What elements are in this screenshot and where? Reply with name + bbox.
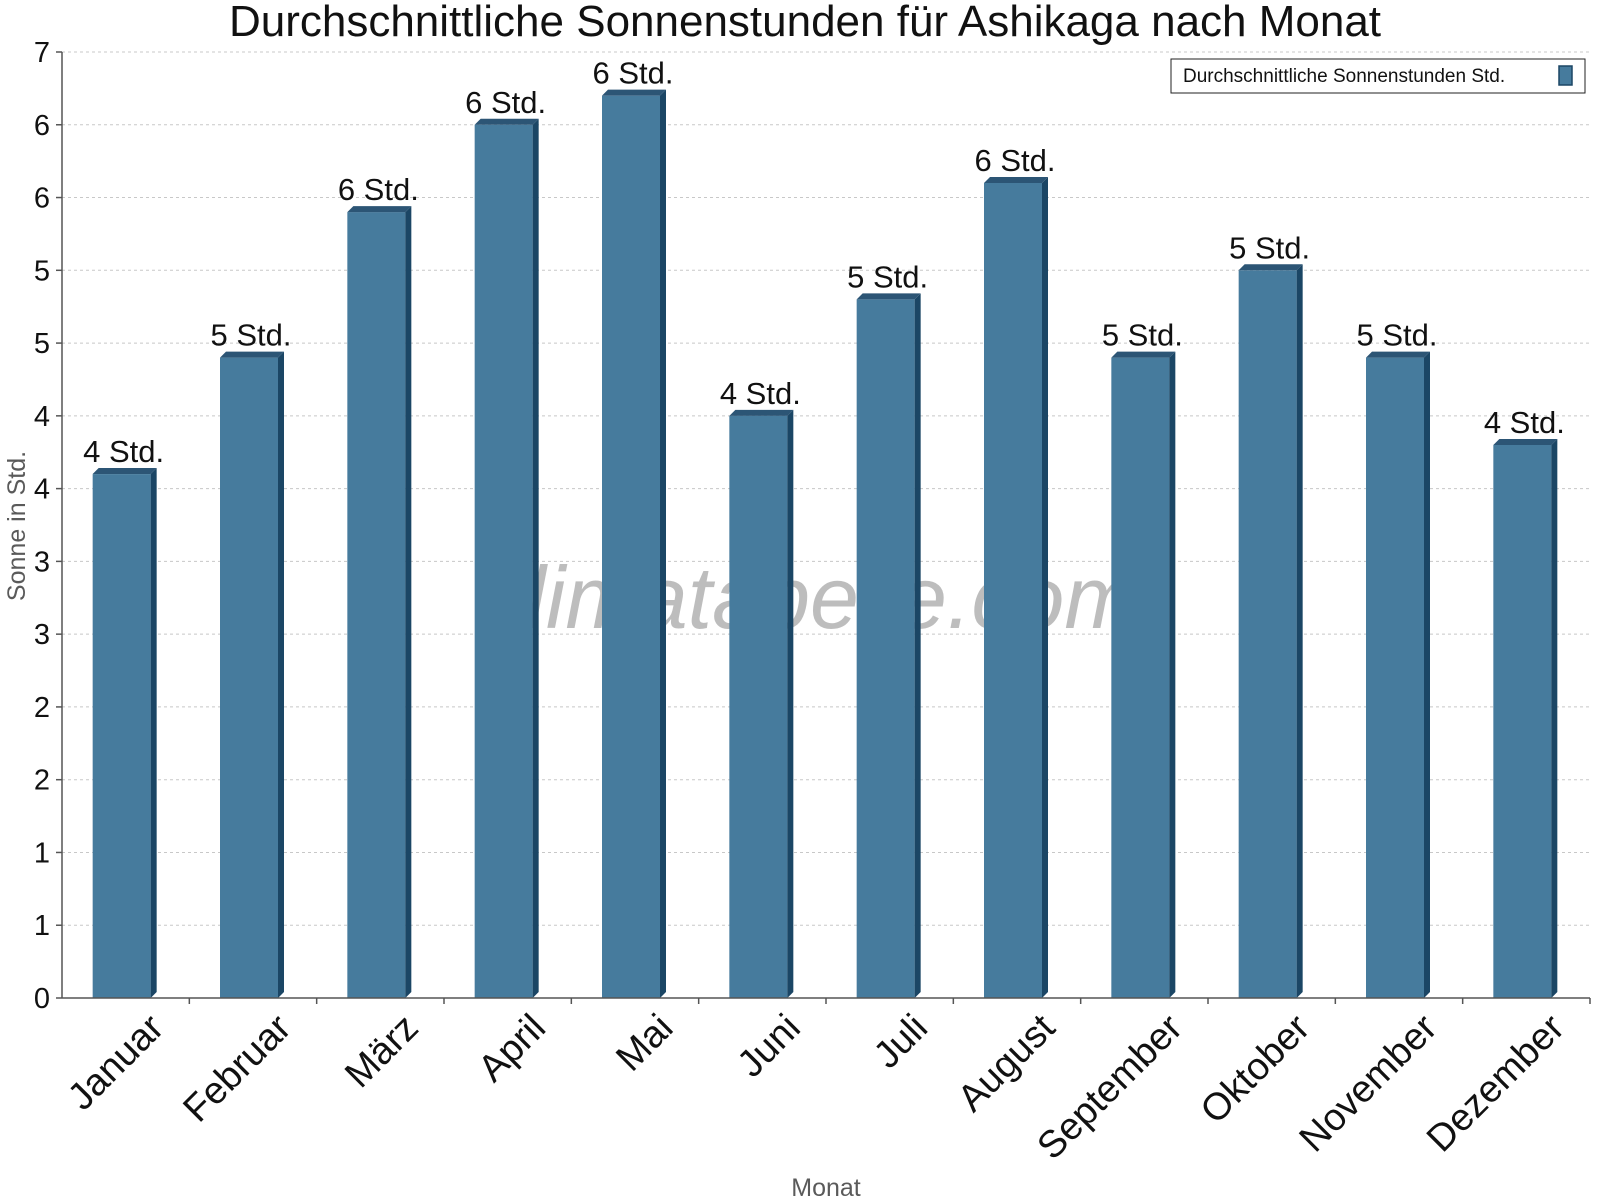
axes: [61, 52, 1590, 999]
bar-face: [729, 415, 788, 998]
bar-top: [856, 293, 921, 300]
bar-top: [984, 176, 1048, 183]
x-tick-label: Februar: [176, 1006, 300, 1130]
data-label: 5 Std.: [211, 318, 292, 353]
y-tick-label: 6: [34, 183, 50, 215]
y-tick-label: 1: [34, 837, 50, 869]
chart-title: Durchschnittliche Sonnenstunden für Ashi…: [229, 0, 1381, 46]
data-labels: 4 Std. 5 Std. 6 Std. 6 Std. 6 Std. 4 Std. 5 St…: [83, 56, 1565, 469]
x-tick-label: August: [950, 1006, 1064, 1120]
x-tick-label: November: [1292, 1006, 1446, 1160]
data-label: 6 Std.: [338, 172, 419, 207]
bar-side: [1296, 264, 1303, 998]
y-tick-label: 7: [34, 37, 50, 69]
y-tick-label: 0: [34, 983, 50, 1015]
bar-top: [1366, 351, 1430, 358]
legend-label: Durchschnittliche Sonnenstunden Std.: [1183, 66, 1505, 87]
y-tick-label: 2: [34, 692, 50, 724]
x-tick-label: Mai: [608, 1007, 681, 1080]
bar-side: [1169, 351, 1176, 999]
bar: [856, 293, 921, 998]
y-tick-label: 3: [34, 546, 50, 578]
bar-face: [1493, 444, 1552, 998]
bar-face: [602, 95, 660, 998]
y-tick-label: 2: [34, 765, 50, 797]
bar-side: [1042, 176, 1048, 998]
bar: [984, 176, 1048, 998]
bar: [602, 89, 666, 998]
bar: [1238, 264, 1303, 998]
bar-face: [1366, 357, 1424, 999]
x-tick-label: März: [337, 1007, 426, 1096]
bar-face: [92, 474, 151, 998]
x-tick-label: April: [471, 1007, 554, 1090]
bar: [92, 468, 157, 998]
x-tick-label: Oktober: [1193, 1006, 1319, 1132]
y-tick-label: 3: [34, 619, 50, 651]
bar: [1111, 351, 1176, 999]
data-label: 6 Std.: [465, 85, 546, 120]
bars: [92, 89, 1558, 999]
bar: [474, 118, 539, 999]
x-axis-ticks: Januar Februar März April Mai Juni Juli AugustS…: [60, 998, 1591, 1168]
bar-face: [856, 299, 915, 998]
bar-face: [1238, 270, 1297, 998]
bar-side: [787, 409, 794, 998]
y-tick-label: 1: [34, 910, 50, 942]
data-label: 4 Std.: [720, 376, 801, 411]
bar-face: [347, 212, 406, 999]
y-tick-label: 5: [34, 328, 50, 360]
bar-top: [220, 351, 284, 358]
bar-face: [220, 357, 278, 999]
bar: [729, 409, 794, 998]
bar-top: [729, 409, 794, 416]
bar-side: [1551, 438, 1558, 998]
bar-side: [660, 89, 666, 998]
bar-face: [984, 182, 1042, 998]
data-label: 6 Std.: [975, 143, 1056, 178]
bar-top: [347, 206, 412, 213]
bar-top: [1238, 264, 1303, 271]
y-axis-label: Sonne in Std.: [3, 451, 31, 601]
y-tick-label: 4: [34, 474, 50, 506]
x-tick-label: Juni: [730, 1007, 809, 1086]
bar-top: [602, 89, 666, 96]
x-tick-label: Dezember: [1419, 1006, 1573, 1160]
y-tick-label: 4: [34, 401, 50, 433]
bar-top: [1111, 351, 1176, 358]
bar-face: [1111, 357, 1170, 999]
bar-side: [150, 468, 157, 998]
data-label: 4 Std.: [1484, 405, 1565, 440]
legend-swatch: [1558, 65, 1573, 86]
data-label: 5 Std.: [1229, 230, 1310, 265]
data-label: 5 Std.: [847, 259, 928, 294]
data-label: 4 Std.: [83, 434, 164, 469]
bar: [1493, 438, 1558, 998]
bar-side: [278, 351, 284, 999]
y-tick-label: 5: [34, 255, 50, 287]
bar: [220, 351, 284, 999]
data-label: 6 Std.: [593, 56, 674, 91]
bar-top: [474, 118, 539, 125]
bar-top: [92, 468, 157, 475]
grid-lines: [62, 51, 1590, 926]
y-axis-ticks: 0 1 1 2 2 3 3 4 4 5 5 6 6 7: [34, 37, 62, 1015]
legend-box: [1170, 58, 1586, 94]
y-tick-label: 6: [34, 110, 50, 142]
x-axis-label: Monat: [791, 1174, 861, 1200]
x-tick-label: Juli: [866, 1007, 936, 1077]
bar-face: [474, 124, 533, 999]
x-tick-label: Januar: [60, 1006, 172, 1118]
bar-side: [1424, 351, 1430, 999]
bar-side: [914, 293, 921, 998]
bar-top: [1493, 438, 1558, 445]
bar: [1366, 351, 1430, 999]
bar-side: [405, 206, 412, 999]
legend: Durchschnittliche Sonnenstunden Std.: [1170, 58, 1586, 94]
data-label: 5 Std.: [1102, 318, 1183, 353]
data-label: 5 Std.: [1357, 318, 1438, 353]
bar-side: [532, 118, 539, 999]
bar: [347, 206, 412, 999]
